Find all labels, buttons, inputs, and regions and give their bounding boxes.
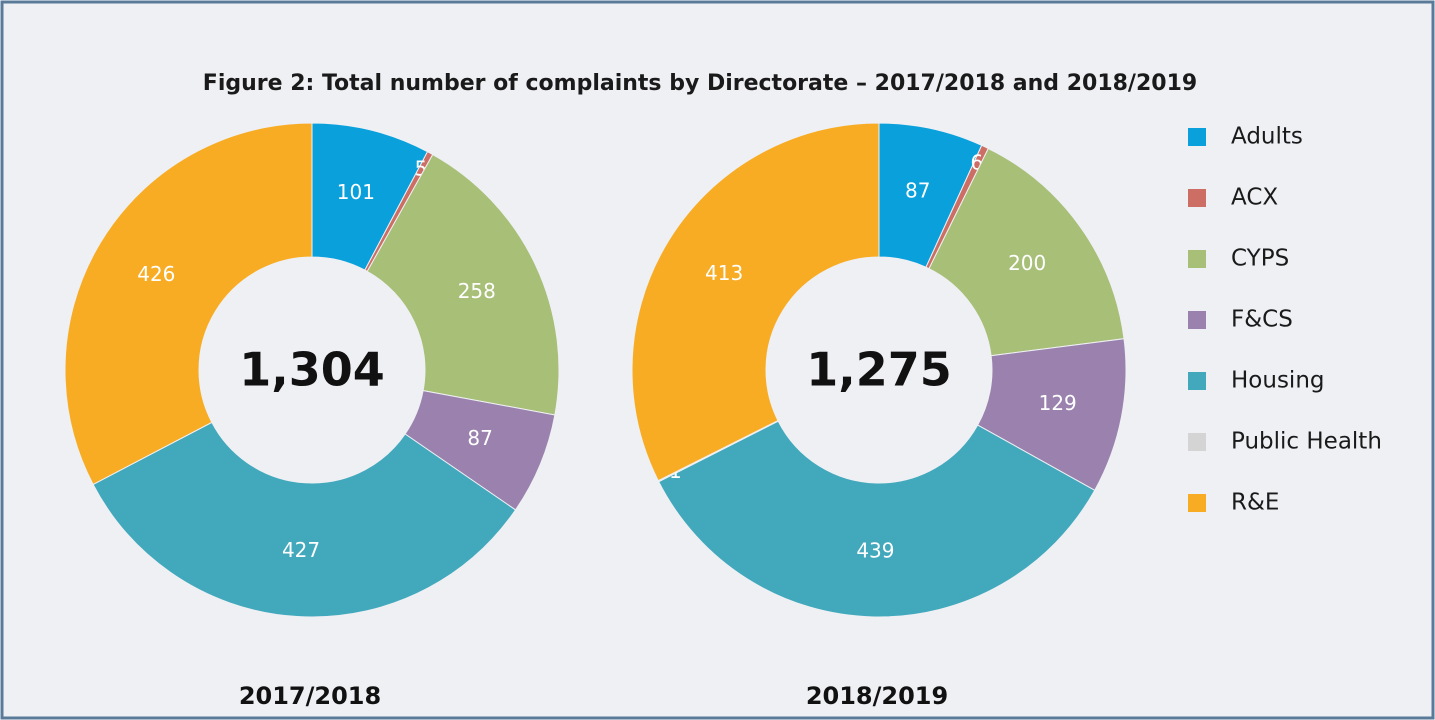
data-label: 87	[905, 179, 930, 203]
legend-swatch	[1188, 372, 1206, 390]
legend-label: R&E	[1231, 490, 1279, 516]
data-label: 427	[282, 538, 320, 562]
donut-hole	[766, 257, 992, 483]
center-label: 1,304	[239, 343, 385, 397]
legend-swatch	[1188, 189, 1206, 207]
legend-label: ACX	[1231, 185, 1278, 211]
data-label: 129	[1039, 391, 1077, 415]
chart-label: 2018/2019	[806, 682, 948, 710]
data-label: 258	[458, 279, 496, 303]
legend-swatch	[1188, 250, 1206, 268]
legend-swatch	[1188, 311, 1206, 329]
data-label: 101	[337, 180, 375, 204]
legend-label: Adults	[1231, 124, 1303, 150]
legend-swatch	[1188, 433, 1206, 451]
center-label: 1,275	[806, 343, 952, 397]
legend-label: Housing	[1231, 368, 1325, 394]
data-label: 426	[137, 262, 175, 286]
donut-hole	[199, 257, 425, 483]
data-label: 413	[705, 261, 743, 285]
chart-label: 2017/2018	[239, 682, 381, 710]
legend-label: F&CS	[1231, 307, 1293, 333]
legend-label: Public Health	[1231, 429, 1382, 455]
data-label: 439	[856, 538, 894, 562]
legend-label: CYPS	[1231, 246, 1289, 272]
data-label: 200	[1008, 251, 1046, 275]
legend-swatch	[1188, 128, 1206, 146]
legend-swatch	[1188, 494, 1206, 512]
data-label: 87	[467, 426, 492, 450]
chart-title: Figure 2: Total number of complaints by …	[203, 71, 1197, 96]
